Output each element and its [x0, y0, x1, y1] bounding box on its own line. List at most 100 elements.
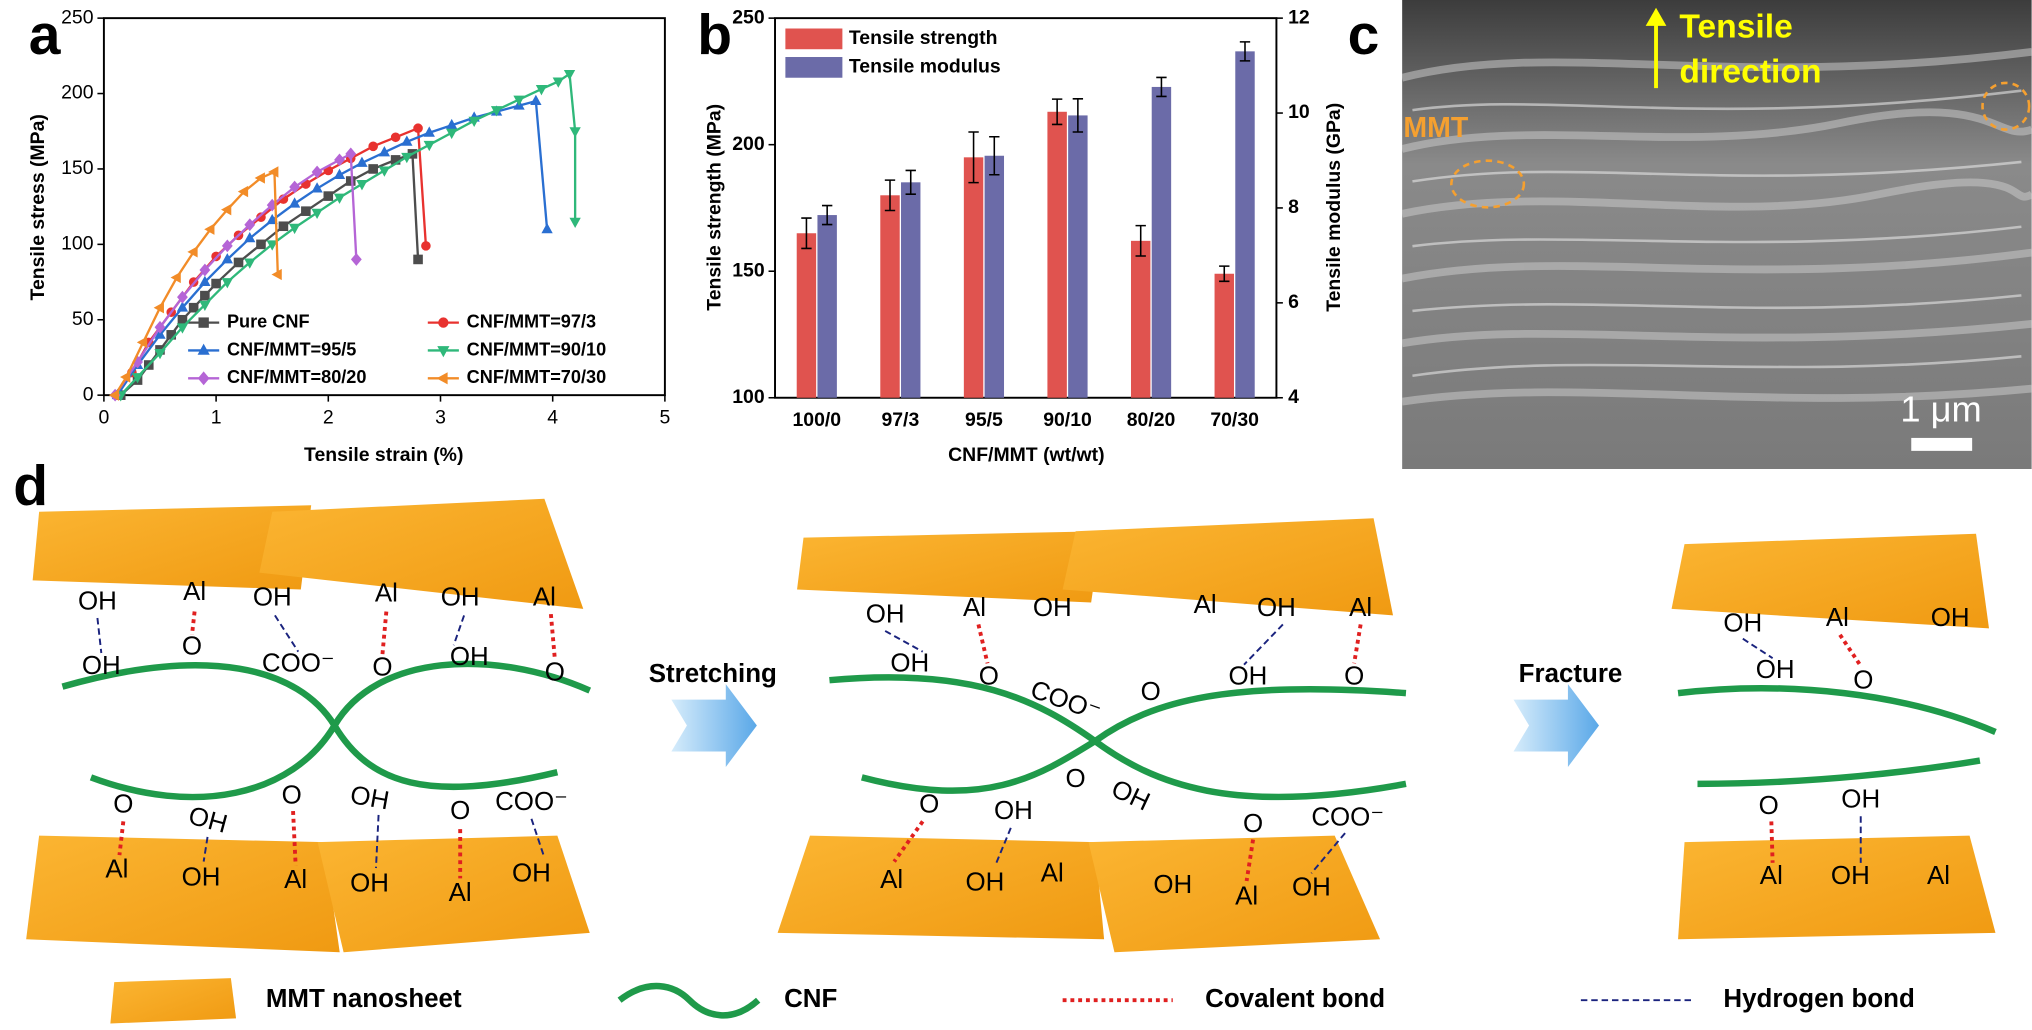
legend-swatch — [785, 28, 843, 50]
chemical-label: O — [545, 659, 565, 687]
direction-arrowhead — [1645, 7, 1667, 26]
bar — [1130, 240, 1151, 398]
scale-bar — [1911, 437, 1973, 451]
marker — [345, 147, 357, 161]
bar — [963, 157, 984, 398]
chemical-label: OH — [512, 859, 551, 887]
annotation: Tensile — [1679, 8, 1793, 45]
covalent-bond — [1244, 839, 1256, 882]
x-tick-label: 95/5 — [965, 409, 1003, 431]
chemical-label: Al — [1194, 591, 1217, 619]
sem-texture — [1402, 47, 2032, 406]
covalent-bond — [1352, 624, 1363, 664]
marker — [288, 223, 301, 235]
marker — [378, 166, 391, 177]
chemical-label: OH — [450, 643, 489, 671]
step-label: Stretching — [649, 660, 777, 688]
error-bar — [1051, 98, 1063, 126]
marker — [468, 116, 480, 128]
panel-label: b — [697, 3, 732, 67]
chemical-label: OH — [1723, 609, 1762, 637]
chemical-label: OH — [348, 781, 391, 815]
panel-label: d — [13, 454, 48, 518]
covalent-bond — [291, 810, 298, 866]
marker — [311, 208, 323, 219]
y-tick-label: 100 — [732, 386, 764, 408]
marker — [401, 135, 413, 146]
chemical-label: O — [1759, 792, 1779, 820]
marker — [368, 164, 378, 174]
marker — [187, 246, 198, 258]
chemical-label: OH — [1107, 775, 1154, 817]
marker — [198, 317, 209, 328]
chemical-label: OH — [78, 587, 117, 615]
error-bar — [1135, 224, 1146, 257]
error-bar — [1072, 98, 1084, 133]
marker — [120, 371, 131, 383]
hydrogen-bond — [1243, 623, 1284, 666]
chemical-label: Al — [1826, 604, 1849, 632]
annotation: direction — [1679, 54, 1821, 91]
marker — [211, 278, 221, 289]
chemical-label: OH — [965, 868, 1004, 896]
panel-label: a — [29, 3, 62, 67]
chemical-label: OH — [350, 870, 389, 898]
chemical-label: OH — [1841, 786, 1880, 814]
y2-tick-label: 4 — [1288, 386, 1299, 408]
mmt-sheet — [317, 835, 590, 953]
x-tick-label: 70/30 — [1210, 409, 1259, 431]
y-axis-label: Tensile stress (MPa) — [27, 114, 49, 300]
bar — [796, 233, 817, 398]
marker — [311, 165, 323, 179]
scale-bar-label: 1 μm — [1900, 389, 1981, 430]
covalent-bond — [892, 820, 925, 863]
covalent-bond — [1838, 633, 1863, 668]
chemical-label: Al — [1927, 862, 1950, 890]
legend-label: MMT nanosheet — [266, 985, 462, 1013]
hydrogen-bond — [202, 836, 209, 862]
cnf-fiber — [861, 685, 1407, 794]
marker — [423, 140, 435, 152]
marker — [256, 239, 266, 250]
mmt-sheet — [1678, 835, 1996, 940]
process-arrow — [671, 684, 757, 767]
marker — [200, 290, 210, 301]
y-tick-label: 250 — [61, 6, 94, 28]
marker — [221, 239, 233, 253]
chemical-label: OH — [1831, 862, 1870, 890]
marker — [197, 343, 210, 355]
marker — [333, 168, 346, 179]
marker — [423, 126, 435, 137]
marker — [541, 222, 553, 234]
marker — [563, 69, 576, 81]
x-tick-label: 3 — [435, 407, 446, 429]
marker — [131, 373, 144, 384]
marker — [154, 348, 166, 360]
error-bar — [1219, 265, 1230, 283]
y-tick-label: 100 — [61, 232, 94, 254]
chemical-label: Al — [449, 879, 472, 907]
covalent-bond — [976, 624, 990, 664]
x-tick-label: 97/3 — [881, 409, 919, 431]
y-tick-label: 150 — [732, 259, 764, 281]
legend-label: CNF/MMT=90/10 — [467, 339, 606, 359]
mmt-sheet — [1671, 533, 1989, 629]
error-bar — [884, 179, 896, 212]
marker — [436, 372, 448, 385]
marker — [552, 77, 564, 88]
chemical-label: OH — [182, 863, 221, 891]
chemical-label: O — [1141, 678, 1161, 706]
chemical-label: Al — [880, 866, 903, 894]
mmt-sheet — [26, 835, 340, 953]
error-bar — [968, 131, 979, 184]
y-tick-label: 50 — [72, 308, 94, 330]
chemical-label: O — [450, 797, 470, 825]
x-tick-label: 90/10 — [1043, 409, 1092, 431]
chemical-label: COO⁻ — [1311, 804, 1384, 832]
chemical-label: OH — [866, 600, 905, 628]
x-tick-label: 1 — [211, 407, 222, 429]
marker — [237, 185, 249, 198]
covalent-bond — [1769, 821, 1775, 863]
marker — [177, 314, 188, 325]
mmt-sheet — [259, 498, 584, 609]
